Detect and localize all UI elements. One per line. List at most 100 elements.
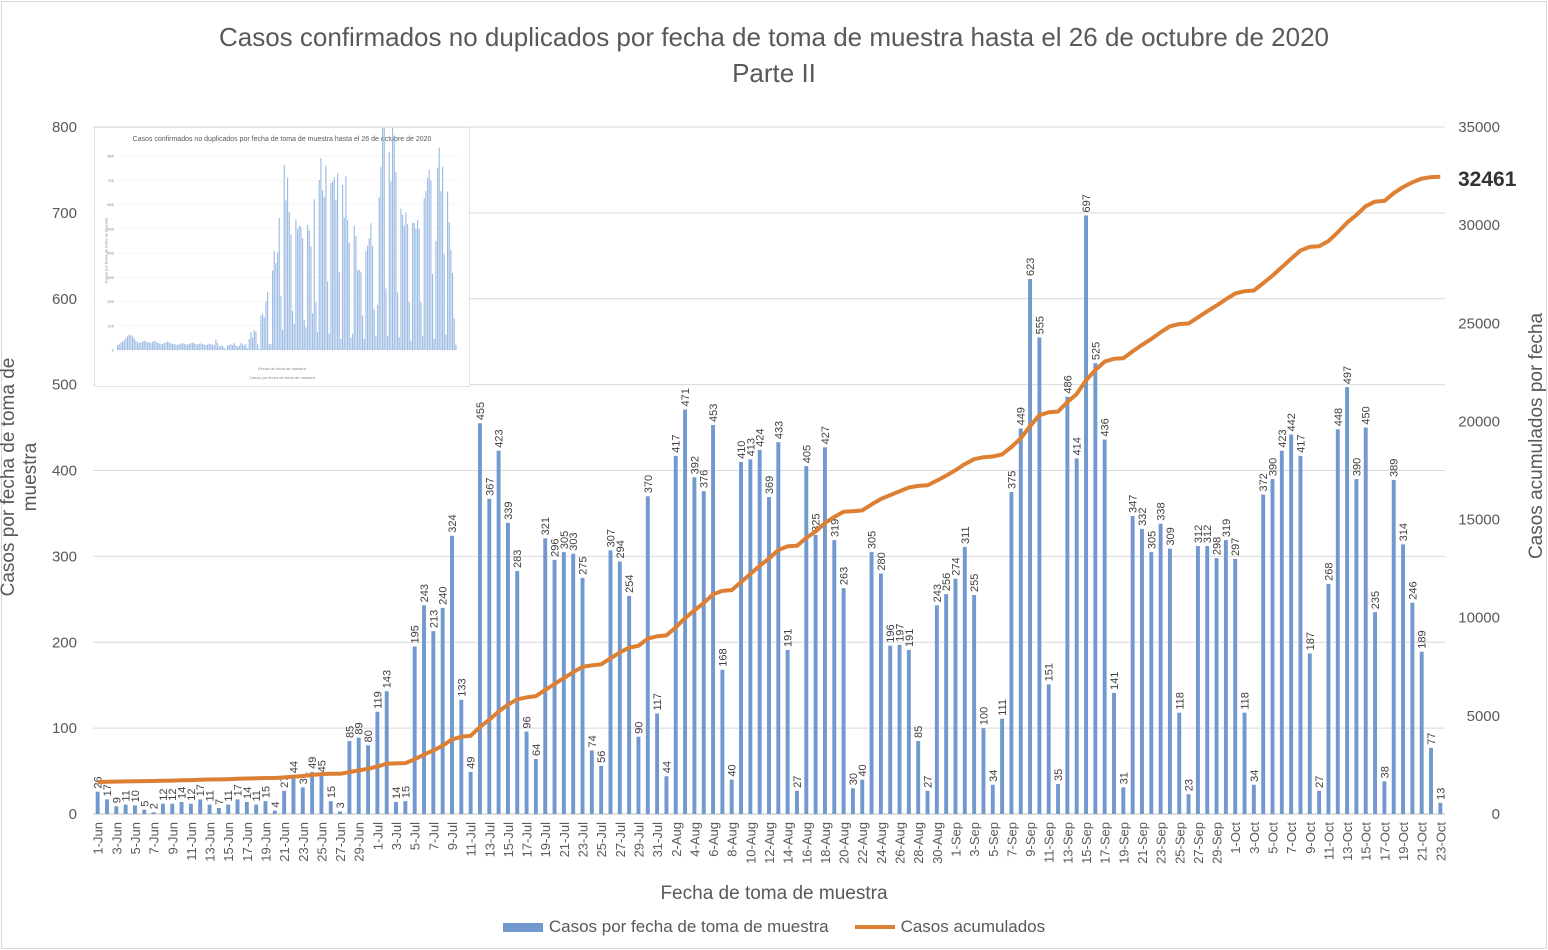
inset-bar [422,336,424,350]
bar [683,409,688,814]
bar-data-label: 417 [1295,435,1307,453]
inset-bar [267,291,269,350]
inset-bar [285,200,287,350]
bar-data-label: 283 [512,550,524,568]
x-tick-label: 9-Jul [445,822,460,850]
bar [347,741,352,814]
bar [757,449,762,814]
bar-data-label: 297 [1230,538,1242,556]
inset-bar [190,343,192,350]
inset-bar [150,343,152,350]
x-tick-label: 6-Aug [706,822,721,857]
inset-bar [408,301,410,350]
bar [151,812,156,814]
bar [105,799,109,814]
inset-bar [173,344,175,350]
x-tick-label: 25-Sep [1172,822,1187,864]
inset-bar [123,340,125,350]
bar [1419,651,1424,814]
bar-data-label: 23 [1184,779,1196,791]
bar [822,447,827,814]
inset-bar [163,343,165,350]
bar [216,807,221,814]
x-tick-label: 23-Jul [576,822,591,858]
bar [608,550,613,814]
inset-bar [265,301,267,350]
inset-bar [185,344,187,350]
bar-data-label: 15 [326,786,338,798]
x-tick-label: 21-Oct [1415,822,1430,861]
x-tick-label: 5-Oct [1266,822,1281,854]
bar [310,771,315,814]
bar-data-label: 235 [1370,591,1382,609]
inset-bar [273,251,275,350]
x-tick-label: 11-Jul [464,822,479,857]
inset-bar [423,198,425,350]
bar-data-label: 49 [466,757,478,769]
inset-bar [253,330,255,350]
x-tick-label: 13-Jun [203,822,218,862]
bar-data-label: 255 [969,574,981,592]
y-right-tick-label: 30000 [1458,217,1500,234]
bar-data-label: 80 [363,730,375,742]
bar [1307,653,1312,814]
inset-bar [357,270,359,350]
inset-chart-image: Casos confirmados no duplicados por fech… [94,127,470,387]
bar [244,801,249,814]
bar-data-label: 243 [932,584,944,602]
inset-bar [272,270,274,350]
inset-bar [340,339,342,350]
inset-bar [242,344,244,350]
bar-data-label: 17 [233,784,245,796]
inset-bar [133,338,135,350]
bar-data-label: 367 [484,477,496,495]
bar-data-label: 12 [158,788,170,800]
legend-bar-swatch [502,922,543,932]
inset-bar [427,177,429,350]
bar [403,801,408,814]
bar-data-label: 27 [923,776,935,788]
bar [571,553,576,814]
inset-bar [215,339,217,350]
y-right-tick-label: 35000 [1458,119,1500,136]
bar-data-label: 246 [1407,581,1419,599]
bar [1177,712,1182,814]
inset-bar [380,167,382,350]
bar [1317,790,1322,814]
x-tick-label: 3-Oct [1247,822,1262,854]
x-tick-label: 17-Jun [240,822,255,862]
bar-data-label: 38 [1379,766,1391,778]
inset-bar [407,224,409,350]
inset-bar [383,128,385,350]
bar-data-label: 191 [783,629,795,647]
inset-bar [387,335,389,350]
bar [795,790,799,814]
inset-bar [177,344,179,350]
bar-data-label: 64 [531,744,543,756]
bar [934,605,939,814]
inset-bar [240,343,242,350]
bar [981,728,986,814]
inset-bar [418,229,420,350]
bar-data-label: 7 [214,799,226,805]
bar [1046,684,1051,814]
bar-data-label: 197 [895,623,907,641]
bar [1410,602,1415,814]
inset-y-tick: 700 [107,178,114,183]
bar-data-label: 389 [1389,459,1401,477]
bar-data-label: 319 [1221,519,1233,537]
bar-data-label: 294 [615,540,627,558]
bar [1093,363,1098,814]
bar-data-label: 14 [242,787,254,799]
bar [739,461,743,814]
inset-bar [435,240,437,350]
inset-bar [170,343,172,350]
y-right-tick-label: 15000 [1458,512,1500,529]
bar [384,691,389,814]
bar [1233,558,1238,814]
inset-bar [143,340,145,350]
bar [860,779,865,814]
bar [533,759,538,814]
bar [543,538,548,814]
x-tick-label: 22-Aug [855,822,870,864]
